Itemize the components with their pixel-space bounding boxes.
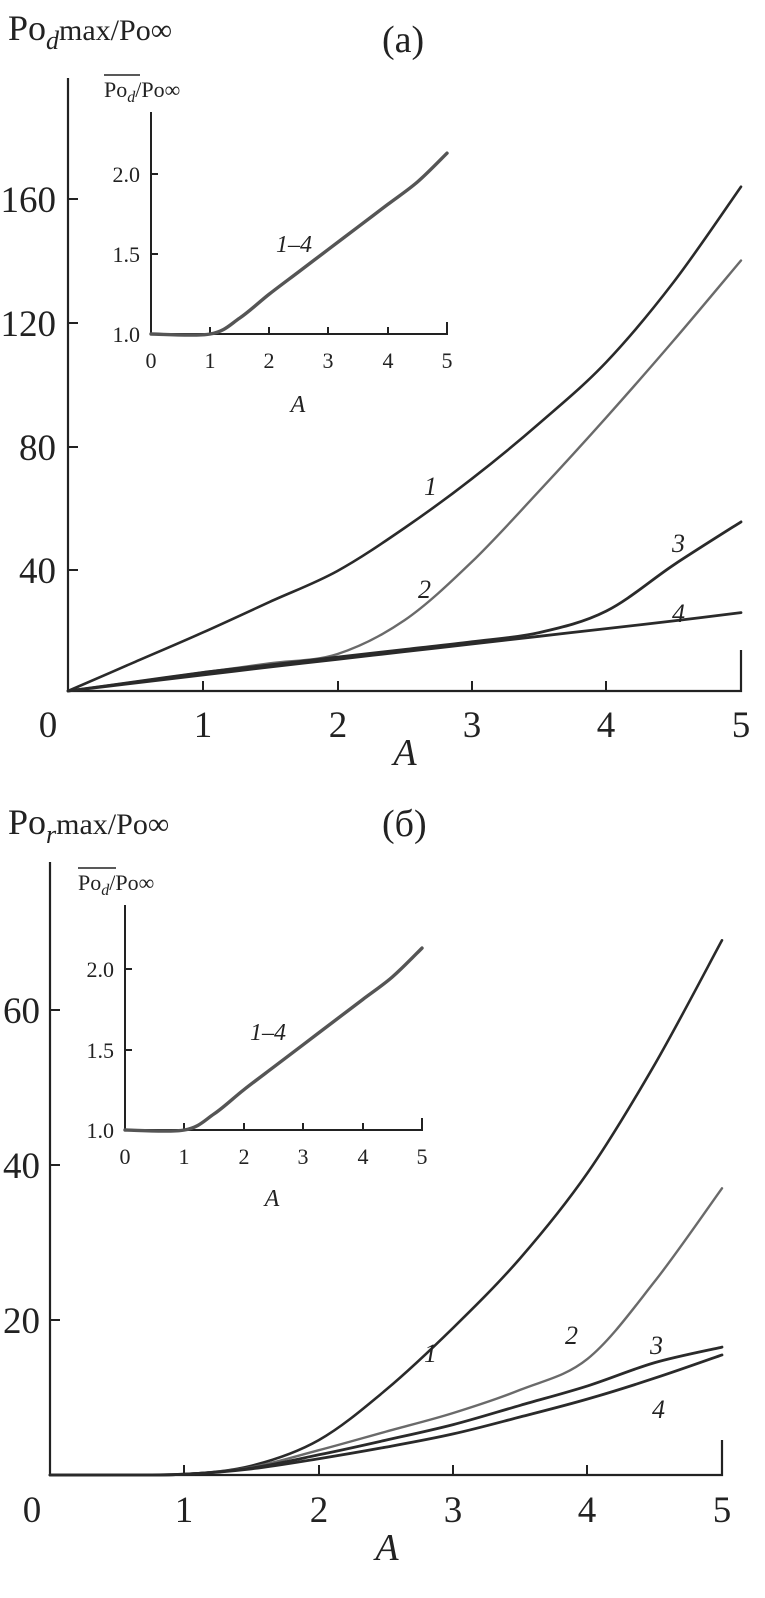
panel-a-inset-xtick-label-4: 4 [383, 348, 394, 373]
panel-a-series-1-line [66, 185, 743, 693]
panel-a-label-1: 1 [424, 472, 437, 501]
panel-b-xtick-label-3: 3 [444, 1490, 463, 1531]
panel-b-label-4: 4 [652, 1395, 665, 1424]
panel-a-letter: (a) [382, 19, 424, 61]
panel-a-inset-xlabel: A [289, 392, 306, 418]
panel-a-inset-ytick-label-1.5: 1.5 [113, 242, 141, 267]
panel-b-inset-ylabel: Pod/Po∞ [78, 870, 154, 899]
panel-b-label-1: 1 [424, 1339, 437, 1368]
panel-b-series-1-line [48, 939, 724, 1477]
panel-b-inset-xtick-label-0: 0 [120, 1144, 131, 1169]
panel-b-series-2-line [48, 1187, 724, 1477]
panel-a-xtick-label-0: 0 [39, 705, 58, 746]
panel-a-inset: Pod/Po∞ 1.0 1.5 2.0 0 1 2 3 4 5 A [104, 74, 453, 418]
panel-a-xtick-label-2: 2 [329, 705, 348, 746]
panel-b-ytick-label-20: 20 [3, 1301, 40, 1342]
panel-b-inset-xtick-label-1: 1 [179, 1144, 190, 1169]
panel-b-axes [48, 862, 724, 1477]
panel-b-xlabel: A [372, 1527, 399, 1569]
panel-a-inset-xticks [209, 327, 389, 334]
panel-a-xtick-label-1: 1 [194, 705, 213, 746]
panel-b-label-3: 3 [649, 1331, 663, 1360]
panel-b-inset-xtick-label-3: 3 [298, 1144, 309, 1169]
panel-a-xtick-label-4: 4 [597, 705, 616, 746]
panel-a-axes [66, 78, 743, 693]
panel-b: Pormax/Po∞ (б) 20 40 60 0 1 2 3 4 5 A 1 … [3, 802, 731, 1569]
panel-a-label-4: 4 [672, 599, 685, 628]
panel-b-inset-xtick-label-5: 5 [417, 1144, 428, 1169]
panel-a-ytick-label-160: 160 [1, 180, 57, 221]
panel-a: Podmax/Po∞ (a) 40 80 120 160 0 1 2 3 4 5… [1, 8, 751, 774]
panel-b-yticks [50, 1009, 60, 1321]
panel-b-ytick-label-60: 60 [3, 991, 40, 1032]
panel-b-ytick-label-40: 40 [3, 1146, 40, 1187]
panel-b-inset-xtick-label-4: 4 [358, 1144, 369, 1169]
panel-a-ytick-label-120: 120 [1, 304, 57, 345]
panel-b-inset-ytick-label-1.5: 1.5 [87, 1038, 115, 1063]
panel-a-inset-series-label: 1–4 [276, 232, 312, 258]
panel-a-inset-xtick-label-5: 5 [442, 348, 453, 373]
panel-a-xtick-label-5: 5 [732, 705, 751, 746]
panel-a-xticks [202, 681, 607, 691]
panel-b-inset-axes [124, 905, 423, 1131]
panel-b-inset-xlabel: A [263, 1186, 280, 1212]
panel-a-ylabel: Podmax/Po∞ [8, 8, 172, 55]
panel-a-inset-xtick-label-1: 1 [205, 348, 216, 373]
panel-a-inset-xtick-label-3: 3 [323, 348, 334, 373]
panel-a-label-2: 2 [418, 575, 431, 604]
panel-b-ylabel: Pormax/Po∞ [8, 802, 169, 849]
panel-a-inset-yticks [151, 173, 158, 255]
panel-b-xtick-label-2: 2 [310, 1490, 329, 1531]
panel-b-inset-series-line [123, 946, 424, 1133]
panel-b-inset-ytick-label-2.0: 2.0 [87, 957, 115, 982]
panel-a-label-3: 3 [671, 529, 685, 558]
panel-b-inset-xticks [183, 1123, 364, 1130]
panel-b-series-3-line [48, 1345, 724, 1477]
panel-a-series-4-line [66, 611, 743, 693]
panel-a-ytick-label-80: 80 [19, 428, 56, 469]
panel-b-letter: (б) [382, 803, 427, 845]
panel-b-xtick-label-4: 4 [578, 1490, 597, 1531]
panel-b-inset-series-label: 1–4 [250, 1020, 286, 1046]
panel-b-series-4-line [48, 1353, 724, 1477]
panel-a-inset-ytick-label-2.0: 2.0 [113, 162, 141, 187]
panel-a-inset-series-line [149, 151, 449, 337]
panel-a-inset-xtick-label-0: 0 [146, 348, 157, 373]
panel-a-xtick-label-3: 3 [463, 705, 482, 746]
panel-b-label-2: 2 [565, 1321, 578, 1350]
panel-a-inset-axes [150, 112, 448, 335]
panel-a-inset-ytick-label-1.0: 1.0 [113, 322, 141, 347]
panel-a-series-3-line [66, 520, 743, 693]
panel-b-inset-xtick-label-2: 2 [239, 1144, 250, 1169]
panel-b-inset-yticks [125, 968, 132, 1051]
panel-a-yticks [68, 198, 78, 571]
panel-b-xtick-label-1: 1 [175, 1490, 194, 1531]
panel-b-inset: Pod/Po∞ 1.0 1.5 2.0 0 1 2 3 4 5 A [78, 867, 428, 1212]
panel-a-xlabel: A [390, 732, 417, 774]
panel-a-ytick-label-40: 40 [19, 551, 56, 592]
panel-a-inset-xtick-label-2: 2 [264, 348, 275, 373]
panel-b-inset-ytick-label-1.0: 1.0 [87, 1118, 115, 1143]
panel-b-xtick-label-5: 5 [713, 1490, 732, 1531]
panel-a-inset-ylabel: Pod/Po∞ [104, 77, 180, 106]
panel-b-xtick-label-0: 0 [23, 1490, 42, 1531]
